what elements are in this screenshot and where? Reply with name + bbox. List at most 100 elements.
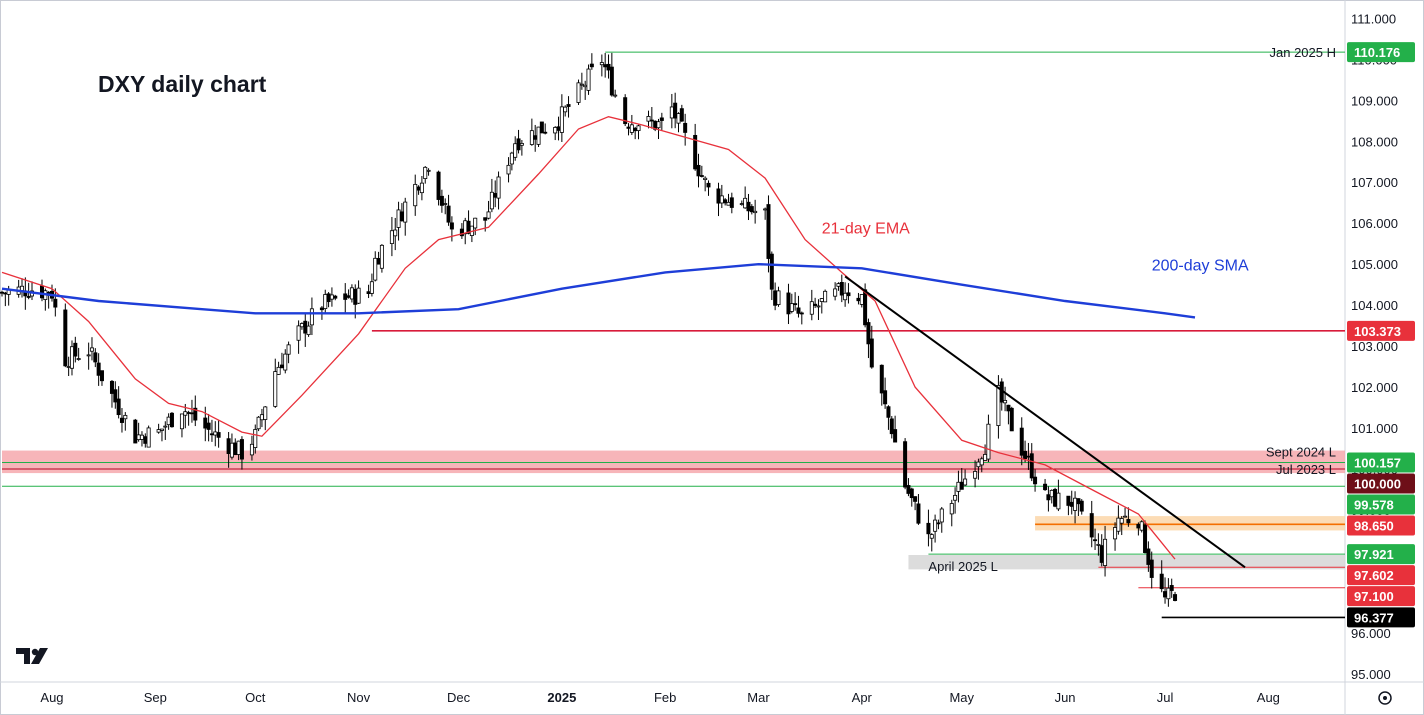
candle-body [1029, 453, 1034, 479]
candle-body [329, 294, 334, 300]
candle-body [796, 307, 801, 314]
candle-body [646, 116, 651, 122]
candle-body [789, 303, 794, 312]
candle-body [769, 253, 774, 290]
candle-body [1076, 498, 1081, 505]
candle-body [489, 191, 494, 210]
candle-body [119, 417, 124, 423]
x-tick-label: Dec [447, 690, 471, 705]
candle-body [236, 440, 241, 455]
candle-body [556, 126, 561, 131]
candle-body [543, 131, 548, 134]
candle-body [403, 201, 408, 223]
y-tick-label: 103.000 [1351, 339, 1398, 354]
price-badge [1347, 473, 1415, 494]
zone-band [2, 450, 1345, 474]
candle-body [179, 413, 184, 430]
candle-body [1089, 513, 1094, 538]
candle-body [0, 291, 4, 294]
candle-body [193, 407, 198, 421]
candle-body [39, 285, 44, 299]
candle-body [669, 106, 674, 119]
candle-body [609, 66, 614, 96]
candle-body [529, 130, 534, 145]
candle-body [296, 325, 301, 341]
candle-body [349, 287, 354, 300]
candle-body [423, 166, 428, 179]
candle-body [1126, 519, 1131, 524]
candle-body [846, 292, 851, 297]
candle-body [739, 203, 744, 205]
candle-body [496, 176, 501, 199]
x-tick-label: Jun [1055, 690, 1076, 705]
price-badge [1347, 320, 1415, 341]
candle-body [209, 433, 214, 436]
candle-body [979, 458, 984, 466]
candle-body [399, 211, 404, 222]
candle-body [1113, 527, 1118, 540]
candle-body [703, 177, 708, 181]
price-badge-label: 97.921 [1354, 547, 1394, 562]
candle-body [539, 121, 544, 134]
price-badge [1347, 607, 1415, 628]
candle-body [836, 283, 841, 287]
x-tick-label: 2025 [547, 690, 576, 705]
candle-body [1053, 488, 1058, 507]
candle-body [159, 428, 164, 431]
candle-body [516, 138, 521, 151]
y-tick-label: 95.000 [1351, 667, 1391, 682]
candle-body [379, 244, 384, 269]
candle-body [1066, 495, 1071, 506]
candle-body [1009, 407, 1014, 432]
candle-body [986, 423, 991, 460]
price-badge [1347, 42, 1415, 63]
y-tick-label: 96.000 [1351, 626, 1391, 641]
candle-body [939, 508, 944, 523]
candle-body [1136, 524, 1141, 529]
candle-body [553, 127, 558, 134]
candle-body [183, 411, 188, 416]
gear-icon-center [1383, 696, 1387, 700]
zone-band [908, 555, 1345, 570]
candle-body [1093, 539, 1098, 542]
price-badge-label: 100.000 [1354, 477, 1401, 492]
candle-body [366, 291, 371, 295]
candle-body [263, 406, 268, 420]
candle-body [859, 294, 864, 305]
candle-body [1119, 518, 1124, 524]
candle-body [213, 431, 218, 436]
candle-body [319, 307, 324, 311]
candle-body [376, 258, 381, 265]
candle-body [506, 164, 511, 175]
candle-body [256, 416, 261, 430]
candle-body [419, 182, 424, 194]
price-badge-label: 110.176 [1354, 45, 1400, 60]
candle-body [76, 358, 81, 360]
candle-body [273, 371, 278, 407]
candle-body [579, 83, 584, 86]
candle-body [586, 68, 591, 91]
candle-body [113, 389, 118, 403]
candle-body [203, 417, 208, 429]
candle-body [613, 94, 618, 97]
candle-body [889, 418, 894, 435]
candle-body [1103, 538, 1108, 566]
candle-body [599, 62, 604, 66]
candle-body [533, 135, 538, 140]
candle-body [1139, 521, 1144, 531]
tradingview-logo-dot [31, 648, 39, 656]
candle-body [1026, 455, 1031, 458]
candle-body [813, 303, 818, 306]
candle-body [343, 293, 348, 300]
price-badge [1347, 544, 1415, 565]
candle-body [823, 290, 828, 303]
candle-body [766, 204, 771, 259]
candle-body [1163, 591, 1168, 598]
candle-body [933, 519, 938, 532]
candle-body [519, 143, 524, 146]
x-tick-label: Apr [852, 690, 873, 705]
x-tick-label: Feb [654, 690, 676, 705]
candle-body [863, 289, 868, 326]
candle-body [746, 201, 751, 212]
